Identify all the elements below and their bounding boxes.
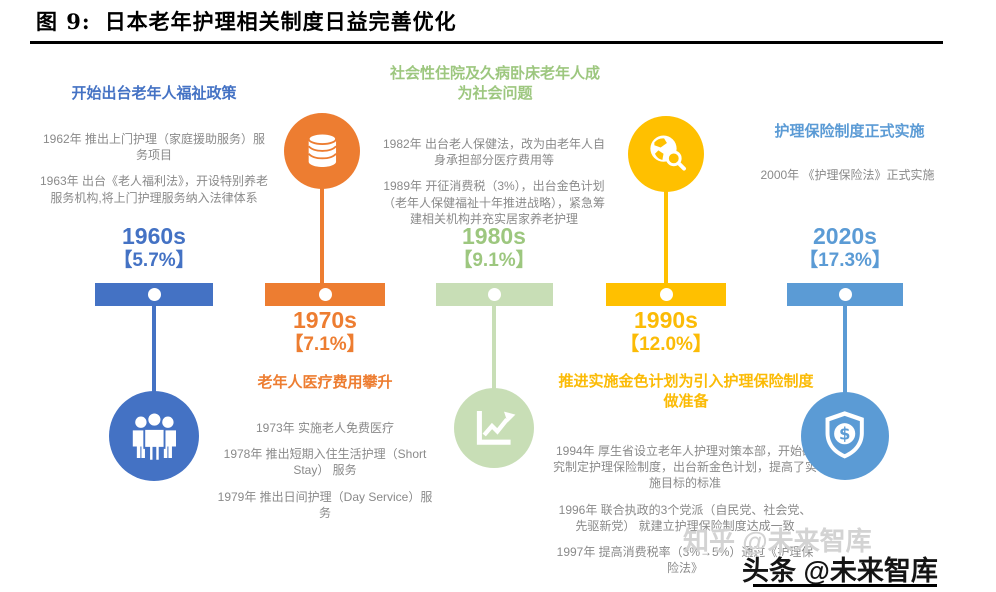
decade-text: 1960s bbox=[122, 223, 186, 249]
event-item: 1979年 推出日间护理（Day Service）服务 bbox=[217, 489, 433, 520]
column-heading: 护理保险制度正式实施 bbox=[774, 123, 925, 140]
figure-title: 图 9: 日本老年护理相关制度日益完善优化 bbox=[36, 6, 457, 36]
timeline-bar bbox=[95, 283, 213, 306]
watermark-toutiao: 头条 @未来智库 bbox=[742, 556, 938, 586]
coin-stack-icon bbox=[284, 113, 360, 189]
connector-stem bbox=[664, 189, 668, 285]
line-chart-icon bbox=[454, 388, 534, 468]
event-item: 1973年 实施老人免费医疗 bbox=[255, 421, 395, 435]
shield-dollar-icon: $ bbox=[801, 392, 889, 480]
figure-label: 图 9: bbox=[36, 9, 91, 34]
event-item: 1962年 推出上门护理（家庭援助服务）服务项目 bbox=[42, 132, 266, 163]
timeline-bar bbox=[787, 283, 903, 306]
column-events: 1973年 实施老人免费医疗 1978年 推出短期入住生活护理（Short St… bbox=[217, 420, 433, 531]
column-heading: 推进实施金色计划为引入护理保险制度做准备 bbox=[558, 373, 814, 411]
svg-text:$: $ bbox=[839, 425, 850, 444]
event-item: 1994年 厚生省设立老年人护理对策本部，开始研究制定护理保险制度，出台新金色计… bbox=[553, 444, 818, 491]
column-heading: 开始出台老年人福祉政策 bbox=[71, 85, 237, 102]
aging-rate: 【7.1%】 bbox=[284, 334, 366, 356]
event-item: 1997年 提高消费税率（3%→5%）通过《护理保险法》 bbox=[556, 544, 814, 576]
watermark-underline bbox=[753, 584, 937, 587]
decade-label: 1980s 【9.1%】 bbox=[419, 223, 569, 273]
decade-label: 2020s 【17.3%】 bbox=[770, 223, 920, 273]
timeline-node-dot bbox=[318, 288, 332, 301]
aging-rate: 【9.1%】 bbox=[453, 250, 535, 272]
column-events: 2000年 《护理保险法》正式实施 bbox=[750, 167, 945, 193]
timeline-node-dot bbox=[659, 288, 673, 301]
event-item: 2000年 《护理保险法》正式实施 bbox=[760, 168, 935, 182]
connector-stem bbox=[843, 305, 847, 394]
title-underline bbox=[30, 41, 943, 44]
event-item: 1963年 出台《老人福利法》，开设特别养老服务机构,将上门护理服务纳入法律体系 bbox=[39, 174, 269, 205]
decade-label: 1970s 【7.1%】 bbox=[250, 307, 400, 357]
connector-stem bbox=[320, 186, 324, 285]
decade-label: 1990s 【12.0%】 bbox=[591, 307, 741, 357]
people-group-icon bbox=[109, 391, 199, 481]
decade-text: 1990s bbox=[634, 307, 698, 333]
aging-rate: 【5.7%】 bbox=[113, 250, 195, 272]
timeline-node-dot bbox=[488, 288, 501, 301]
decade-label: 1960s 【5.7%】 bbox=[79, 223, 229, 273]
decade-text: 1980s bbox=[462, 223, 526, 249]
event-item: 1982年 出台老人保健法，改为由老年人自身承担部分医疗费用等 bbox=[382, 137, 606, 168]
timeline-node-dot bbox=[147, 288, 161, 301]
timeline-bar bbox=[606, 283, 726, 306]
event-item: 1978年 推出短期入住生活护理（Short Stay） 服务 bbox=[223, 447, 427, 478]
globe-search-icon bbox=[628, 116, 704, 192]
column-heading: 社会性住院及久病卧床老年人成为社会问题 bbox=[389, 65, 600, 103]
timeline-node-dot bbox=[838, 288, 852, 301]
figure-title-text: 日本老年护理相关制度日益完善优化 bbox=[104, 9, 457, 34]
aging-rate: 【17.3%】 bbox=[799, 250, 891, 272]
event-item: 1989年 开征消费税（3%），出台金色计划（老年人保健福祉十年推进战略），紧急… bbox=[382, 179, 605, 226]
column-events: 1962年 推出上门护理（家庭援助服务）服务项目 1963年 出台《老人福利法》… bbox=[39, 131, 269, 216]
connector-stem bbox=[152, 305, 156, 395]
column-events: 1994年 厚生省设立老年人护理对策本部，开始研究制定护理保险制度，出台新金色计… bbox=[553, 443, 817, 586]
column-events: 1982年 出台老人保健法，改为由老年人自身承担部分医疗费用等 1989年 开征… bbox=[380, 136, 608, 237]
timeline-bar bbox=[265, 283, 385, 306]
decade-text: 1970s bbox=[293, 307, 357, 333]
timeline-bar bbox=[436, 283, 553, 306]
watermark-zhihu: 知乎 @未来智库 bbox=[683, 526, 872, 556]
aging-rate: 【12.0%】 bbox=[620, 334, 712, 356]
connector-stem bbox=[492, 305, 496, 390]
column-heading: 老年人医疗费用攀升 bbox=[257, 374, 393, 391]
event-item: 1996年 联合执政的3个党派（自民党、社会党、先驱新党） 就建立护理保险制度达… bbox=[558, 502, 812, 533]
decade-text: 2020s bbox=[813, 223, 877, 249]
